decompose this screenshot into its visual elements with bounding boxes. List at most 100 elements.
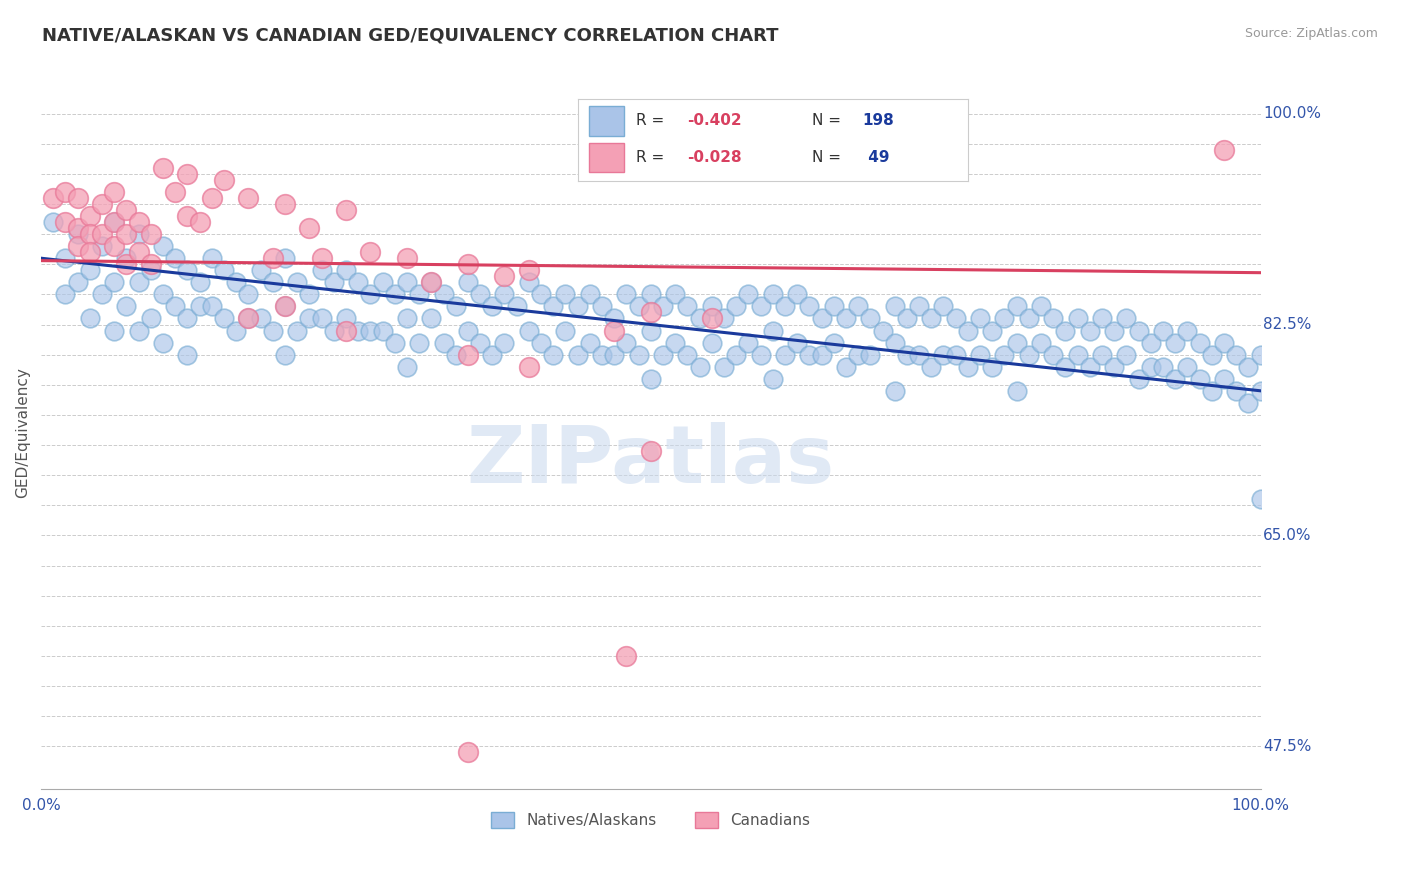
Point xyxy=(115,227,138,241)
Point xyxy=(238,287,260,301)
Point xyxy=(494,287,516,301)
Point xyxy=(103,276,125,290)
Point xyxy=(1066,348,1088,362)
Point xyxy=(347,276,370,290)
Point xyxy=(1213,372,1236,386)
Point xyxy=(1042,348,1064,362)
Point xyxy=(1225,384,1247,398)
Point xyxy=(1201,384,1223,398)
Point xyxy=(115,202,138,217)
Point xyxy=(55,251,77,265)
Point xyxy=(201,300,224,314)
Point xyxy=(543,300,565,314)
Point xyxy=(176,348,198,362)
Point xyxy=(371,324,394,338)
Point xyxy=(165,300,187,314)
Point xyxy=(1237,396,1260,410)
Point xyxy=(603,324,626,338)
Point xyxy=(262,251,284,265)
Point xyxy=(530,335,553,350)
Point xyxy=(1029,335,1052,350)
Point xyxy=(1102,359,1125,374)
Point xyxy=(115,251,138,265)
Point xyxy=(395,276,418,290)
Point xyxy=(285,276,308,290)
Point xyxy=(359,324,381,338)
Point xyxy=(517,324,540,338)
Point xyxy=(1152,324,1174,338)
Point xyxy=(1250,492,1272,507)
Point xyxy=(420,311,443,326)
Point xyxy=(1128,324,1150,338)
Point xyxy=(689,359,711,374)
Point xyxy=(640,372,662,386)
Y-axis label: GED/Equivalency: GED/Equivalency xyxy=(15,368,30,499)
Point xyxy=(1091,348,1114,362)
Point xyxy=(188,215,211,229)
Point xyxy=(603,311,626,326)
Point xyxy=(468,335,491,350)
Point xyxy=(457,276,479,290)
Point xyxy=(676,300,699,314)
Point xyxy=(1115,311,1137,326)
Point xyxy=(1102,324,1125,338)
Point xyxy=(652,348,675,362)
Point xyxy=(420,276,443,290)
Point xyxy=(55,215,77,229)
Point xyxy=(152,287,174,301)
Point xyxy=(627,348,650,362)
Point xyxy=(1005,384,1028,398)
Point xyxy=(139,311,162,326)
Point xyxy=(238,311,260,326)
Point xyxy=(1201,348,1223,362)
Point xyxy=(737,335,759,350)
Point xyxy=(993,348,1015,362)
Point xyxy=(786,287,808,301)
Point xyxy=(505,300,527,314)
Point xyxy=(543,348,565,362)
Point xyxy=(91,287,114,301)
Point xyxy=(872,324,894,338)
Point xyxy=(823,335,845,350)
Point xyxy=(640,324,662,338)
Point xyxy=(945,348,967,362)
Point xyxy=(359,245,381,260)
Point xyxy=(347,324,370,338)
Point xyxy=(432,287,454,301)
Point xyxy=(773,348,796,362)
Point xyxy=(725,348,748,362)
Point xyxy=(700,300,723,314)
Point xyxy=(298,287,321,301)
Point xyxy=(603,348,626,362)
Point xyxy=(676,348,699,362)
Point xyxy=(1066,311,1088,326)
Point xyxy=(616,287,638,301)
Point xyxy=(494,335,516,350)
Point xyxy=(432,335,454,350)
Point xyxy=(128,227,150,241)
Point xyxy=(799,300,821,314)
Point xyxy=(481,348,503,362)
Point xyxy=(1213,143,1236,157)
Point xyxy=(79,263,101,277)
Point xyxy=(249,311,271,326)
Point xyxy=(823,300,845,314)
Point xyxy=(1139,359,1161,374)
Text: ZIPatlas: ZIPatlas xyxy=(467,423,835,500)
Point xyxy=(969,311,991,326)
Point xyxy=(384,335,406,350)
Point xyxy=(664,287,686,301)
Point xyxy=(908,300,931,314)
Point xyxy=(1152,359,1174,374)
Point xyxy=(616,648,638,663)
Point xyxy=(176,167,198,181)
Point xyxy=(700,335,723,350)
Point xyxy=(274,197,297,211)
Point xyxy=(212,263,235,277)
Point xyxy=(225,276,247,290)
Point xyxy=(139,263,162,277)
Point xyxy=(762,372,785,386)
Point xyxy=(201,251,224,265)
Point xyxy=(835,359,858,374)
Point xyxy=(103,215,125,229)
